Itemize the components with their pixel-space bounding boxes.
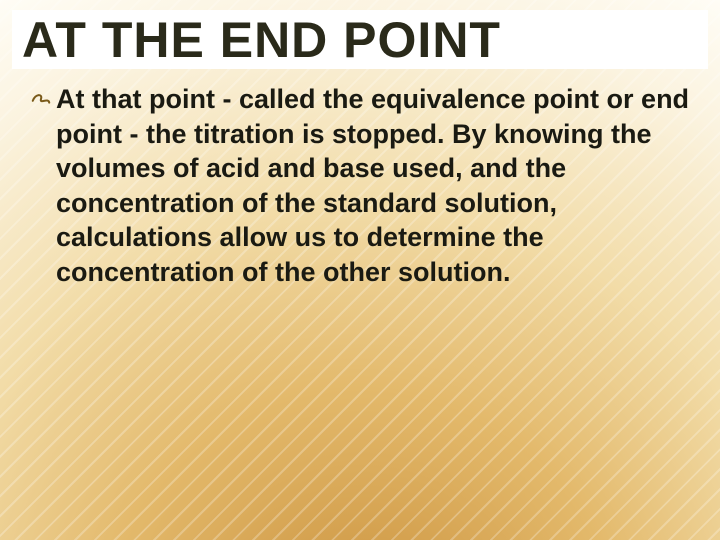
bullet-text: At that point - called the equivalence p… (56, 82, 690, 289)
scribble-bullet-icon (30, 88, 56, 110)
title-bar: AT THE END POINT (12, 10, 708, 69)
slide: AT THE END POINT At that point - called … (0, 0, 720, 540)
slide-body: At that point - called the equivalence p… (30, 82, 690, 289)
slide-title: AT THE END POINT (22, 14, 698, 67)
bullet-item: At that point - called the equivalence p… (30, 82, 690, 289)
